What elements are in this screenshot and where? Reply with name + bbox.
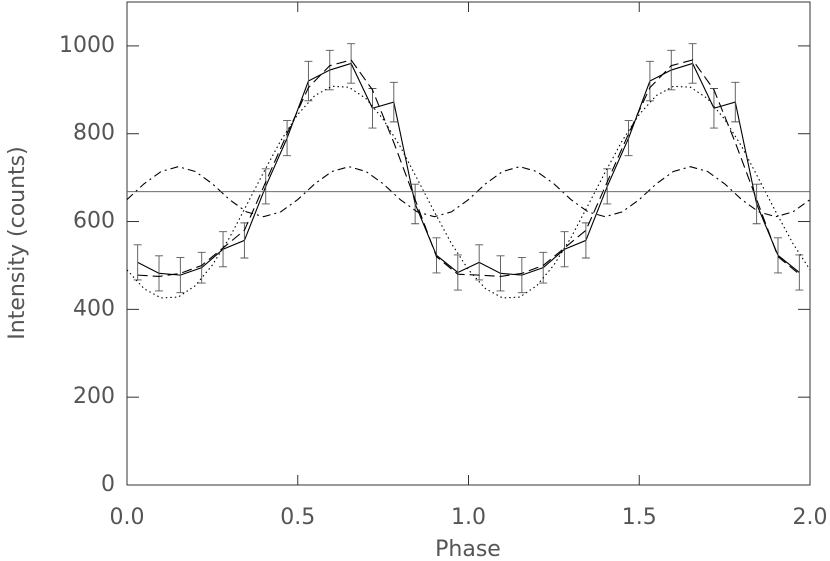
error-bar <box>773 237 782 274</box>
error-bar <box>688 43 697 84</box>
y-tick-label: 1000 <box>59 33 115 58</box>
error-bar <box>731 81 740 123</box>
error-bar <box>667 49 676 91</box>
error-bar <box>197 251 206 284</box>
y-tick-label: 400 <box>73 296 115 321</box>
line-dashdot <box>126 166 811 218</box>
y-tick-label: 200 <box>73 384 115 409</box>
error-bar <box>453 254 462 291</box>
line-solid <box>137 62 800 276</box>
error-bar <box>496 255 505 292</box>
error-bar <box>752 183 761 225</box>
error-bar <box>176 257 185 294</box>
x-tick-label: 1.5 <box>622 505 657 530</box>
y-tick-label: 600 <box>73 209 115 234</box>
error-bar <box>283 120 292 157</box>
x-axis-label: Phase <box>435 537 501 561</box>
y-axis-label: Intensity (counts) <box>5 146 30 339</box>
error-bar <box>325 49 334 91</box>
error-bar <box>709 88 718 129</box>
error-bar <box>155 255 164 292</box>
error-bar <box>389 81 398 123</box>
x-tick-label: 1.0 <box>451 505 486 530</box>
error-bar <box>240 222 249 259</box>
error-bar <box>347 43 356 84</box>
error-bar <box>624 120 633 157</box>
error-bar <box>368 88 377 129</box>
error-bar <box>475 244 484 281</box>
error-bar <box>261 168 270 205</box>
line-dotted <box>126 85 811 299</box>
error-bar <box>304 60 313 102</box>
error-bar <box>603 168 612 205</box>
y-tick-label: 0 <box>101 472 115 497</box>
error-bar <box>560 231 569 268</box>
error-bar <box>517 257 526 294</box>
error-bar <box>581 222 590 259</box>
x-tick-label: 2.0 <box>793 505 828 530</box>
error-bar <box>411 183 420 225</box>
y-tick-label: 800 <box>73 121 115 146</box>
x-tick-label: 0.0 <box>110 505 145 530</box>
error-bar <box>219 231 228 268</box>
line-dashed <box>137 59 800 277</box>
error-bar <box>133 244 142 281</box>
error-bar <box>795 254 804 291</box>
x-tick-label: 0.5 <box>280 505 315 530</box>
error-bar <box>645 60 654 102</box>
plot-frame <box>126 1 811 486</box>
